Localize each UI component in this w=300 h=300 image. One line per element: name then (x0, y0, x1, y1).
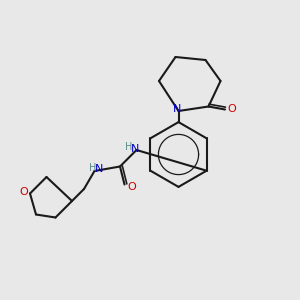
Text: H: H (125, 142, 133, 152)
Text: O: O (128, 182, 136, 192)
Text: H: H (89, 163, 97, 173)
Text: N: N (95, 164, 103, 175)
Text: O: O (19, 187, 28, 197)
Text: O: O (227, 104, 236, 115)
Text: N: N (131, 143, 139, 154)
Text: N: N (173, 104, 181, 115)
